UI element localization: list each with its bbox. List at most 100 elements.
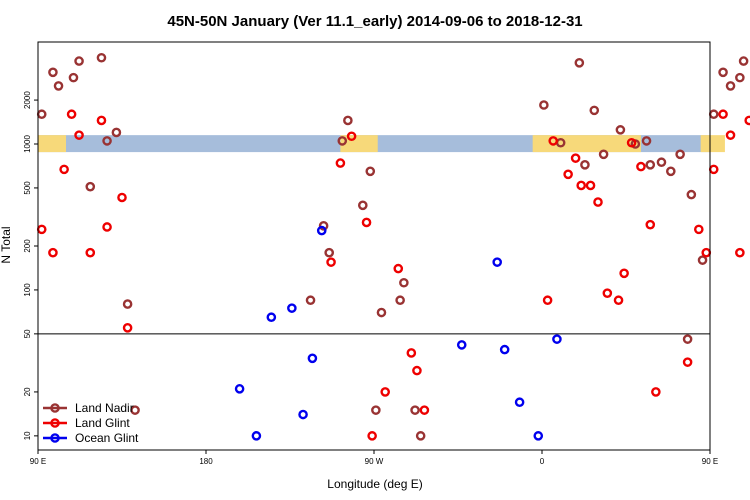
- point-series-1: [542, 295, 553, 306]
- point-series-1: [96, 115, 107, 126]
- x-tick-label: 90 E: [702, 457, 718, 466]
- point-series-0: [708, 109, 719, 120]
- point-series-0: [365, 166, 376, 177]
- point-series-1: [636, 161, 646, 172]
- point-series-1: [412, 365, 422, 376]
- point-series-0: [53, 81, 64, 91]
- point-series-1: [694, 224, 704, 235]
- data-points: [36, 52, 750, 441]
- point-series-1: [744, 115, 750, 126]
- point-series-1: [725, 130, 736, 140]
- point-series-0: [36, 109, 47, 120]
- point-series-0: [357, 200, 368, 211]
- point-series-0: [725, 81, 736, 91]
- point-series-1: [326, 257, 336, 267]
- point-series-1: [651, 387, 661, 397]
- point-series-0: [305, 295, 316, 306]
- point-series-2: [251, 431, 262, 441]
- point-series-1: [122, 323, 133, 333]
- point-series-0: [74, 56, 84, 66]
- point-series-2: [456, 340, 467, 350]
- point-series-1: [393, 263, 404, 274]
- point-series-0: [697, 255, 708, 265]
- point-series-0: [96, 52, 107, 63]
- point-series-2: [499, 344, 510, 355]
- point-series-1: [548, 136, 559, 146]
- point-series-0: [48, 67, 58, 78]
- point-series-0: [343, 115, 353, 126]
- point-series-2: [307, 353, 318, 364]
- point-series-0: [399, 277, 409, 288]
- point-series-0: [718, 67, 728, 78]
- point-series-1: [335, 158, 346, 168]
- point-series-1: [718, 109, 728, 120]
- point-series-0: [682, 334, 693, 344]
- point-series-0: [102, 136, 112, 146]
- point-series-2: [287, 303, 297, 313]
- point-series-0: [615, 125, 626, 135]
- point-series-2: [533, 431, 544, 441]
- plot-frame: [37, 41, 711, 451]
- point-series-0: [645, 160, 656, 170]
- point-series-0: [686, 189, 697, 200]
- x-tick-label: 90 W: [365, 457, 384, 466]
- point-series-1: [346, 131, 357, 142]
- point-series-1: [563, 169, 573, 180]
- legend-label: Ocean Glint: [75, 431, 139, 445]
- point-series-1: [59, 164, 69, 175]
- point-series-0: [395, 295, 405, 306]
- y-axis: 10 20 50 100 200 500 1000 2000: [23, 91, 38, 440]
- point-series-1: [66, 109, 77, 120]
- chart-title: 45N-50N January (Ver 11.1_early) 2014-09…: [167, 13, 582, 30]
- point-series-0: [318, 221, 329, 231]
- land-segment-0: [38, 135, 66, 153]
- land-segment-2: [532, 135, 641, 153]
- point-series-1: [48, 247, 58, 258]
- point-series-0: [738, 56, 749, 66]
- legend-marker: [50, 418, 60, 428]
- point-series-0: [641, 136, 652, 146]
- point-series-2: [298, 409, 308, 420]
- point-series-2: [552, 334, 562, 344]
- point-series-1: [85, 247, 96, 258]
- y-tick-label: 10: [23, 431, 32, 440]
- y-tick-label: 50: [23, 329, 32, 338]
- point-series-2: [492, 257, 503, 267]
- legend-marker: [50, 403, 60, 413]
- y-tick-label: 2000: [23, 91, 32, 109]
- point-series-0: [675, 149, 685, 160]
- point-series-0: [735, 72, 745, 83]
- point-series-0: [598, 149, 609, 160]
- x-tick-label: 180: [199, 457, 213, 466]
- point-series-1: [406, 348, 417, 358]
- point-series-1: [708, 164, 719, 175]
- point-series-2: [514, 397, 525, 408]
- y-axis-label: N Total: [0, 226, 13, 263]
- point-series-1: [602, 288, 613, 298]
- point-series-1: [593, 197, 603, 207]
- legend-marker: [50, 433, 60, 443]
- point-series-1: [735, 247, 745, 258]
- map-band: [38, 135, 725, 153]
- point-series-1: [570, 153, 581, 163]
- point-series-1: [626, 137, 637, 148]
- point-series-0: [656, 157, 667, 168]
- point-series-0: [371, 405, 381, 415]
- point-series-1: [645, 219, 656, 230]
- point-series-1: [701, 247, 712, 258]
- y-tick-label: 100: [23, 283, 32, 297]
- legend-label: Land Glint: [75, 416, 130, 430]
- point-series-2: [316, 225, 327, 236]
- legend-label: Land Nadir: [75, 401, 134, 415]
- point-series-2: [234, 384, 245, 394]
- point-series-0: [85, 181, 96, 192]
- point-series-0: [574, 58, 585, 68]
- x-axis: 90 E 180 90 W 0 90 E: [30, 450, 718, 466]
- point-series-1: [102, 222, 112, 232]
- point-series-0: [337, 136, 348, 146]
- point-series-1: [380, 387, 391, 397]
- point-series-1: [361, 217, 372, 228]
- point-series-0: [376, 307, 387, 318]
